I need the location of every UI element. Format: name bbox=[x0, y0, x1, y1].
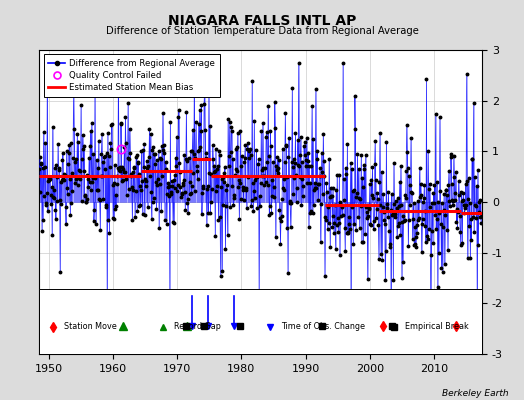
Text: Time of Obs. Change: Time of Obs. Change bbox=[281, 322, 365, 331]
Text: Empirical Break: Empirical Break bbox=[405, 322, 468, 331]
Text: Difference of Station Temperature Data from Regional Average: Difference of Station Temperature Data f… bbox=[105, 26, 419, 36]
Bar bbox=[39, 289, 482, 354]
Text: Berkeley Earth: Berkeley Earth bbox=[442, 389, 508, 398]
Legend: Difference from Regional Average, Quality Control Failed, Estimated Station Mean: Difference from Regional Average, Qualit… bbox=[43, 54, 220, 97]
Text: Record Gap: Record Gap bbox=[174, 322, 221, 331]
Text: NIAGARA FALLS INTL AP: NIAGARA FALLS INTL AP bbox=[168, 14, 356, 28]
Text: Station Move: Station Move bbox=[63, 322, 116, 331]
